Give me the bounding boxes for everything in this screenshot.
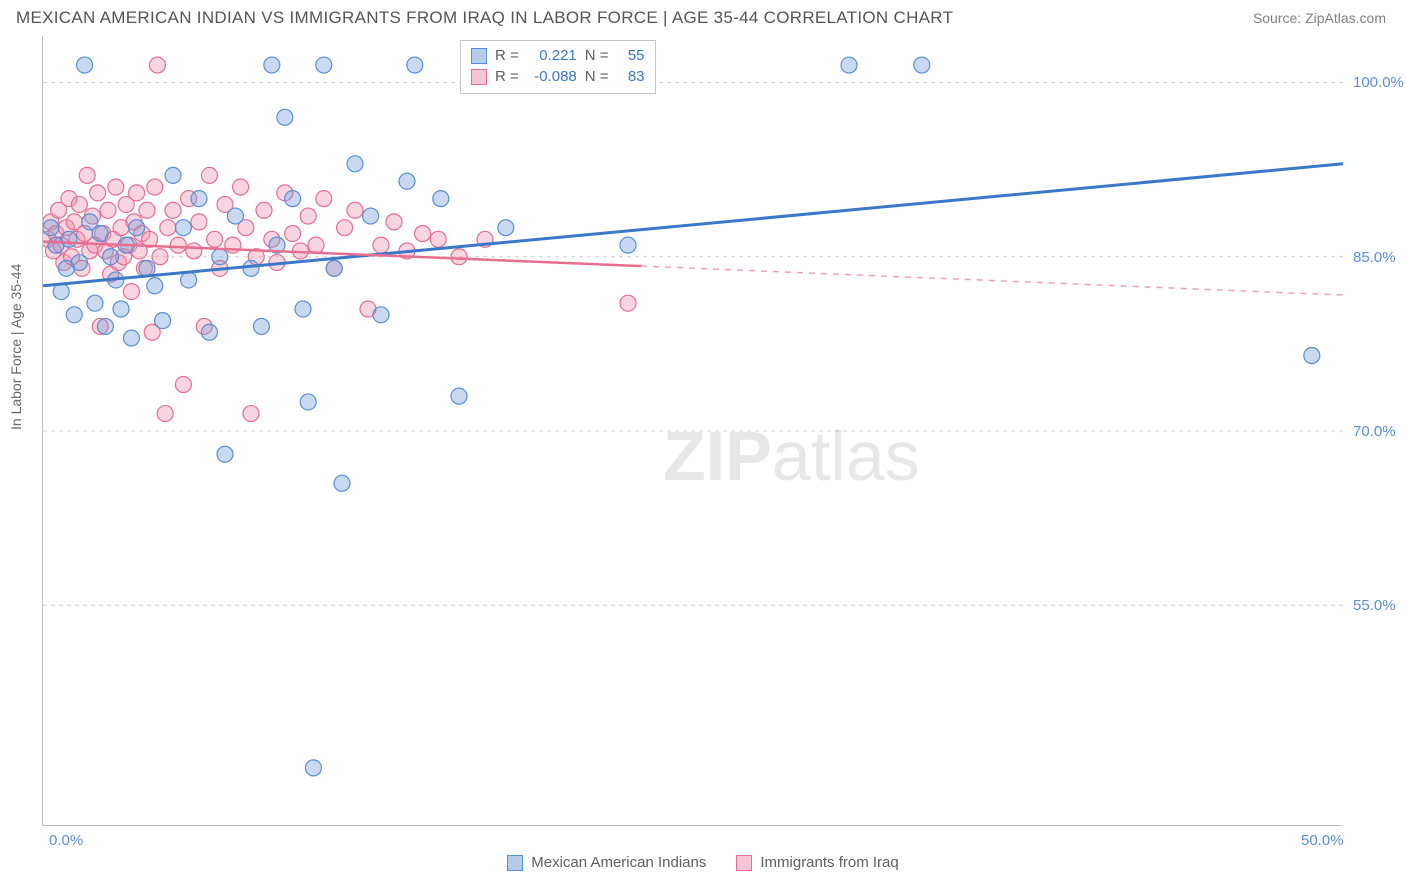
y-axis-label: In Labor Force | Age 35-44 (8, 264, 24, 430)
legend-item-pink: Immigrants from Iraq (736, 854, 898, 871)
swatch-pink-icon (471, 69, 487, 85)
r-value: 0.221 (527, 45, 577, 66)
r-label: R = (495, 66, 519, 87)
n-label: N = (585, 45, 609, 66)
legend-label: Immigrants from Iraq (760, 854, 898, 871)
chart-header: MEXICAN AMERICAN INDIAN VS IMMIGRANTS FR… (0, 0, 1406, 32)
x-tick-label: 50.0% (1301, 832, 1344, 849)
r-label: R = (495, 45, 519, 66)
legend-label: Mexican American Indians (531, 854, 706, 871)
n-value: 83 (617, 66, 645, 87)
y-tick-label: 55.0% (1353, 597, 1396, 614)
r-value: -0.088 (527, 66, 577, 87)
plot-area: ZIPatlas 55.0%70.0%85.0%100.0%0.0%50.0% (42, 36, 1342, 826)
swatch-pink-icon (736, 855, 752, 871)
chart-source: Source: ZipAtlas.com (1253, 10, 1386, 26)
y-tick-label: 70.0% (1353, 423, 1396, 440)
stats-row-pink: R = -0.088 N = 83 (471, 66, 645, 87)
swatch-blue-icon (507, 855, 523, 871)
n-value: 55 (617, 45, 645, 66)
legend-item-blue: Mexican American Indians (507, 854, 706, 871)
stats-box: R = 0.221 N = 55 R = -0.088 N = 83 (460, 40, 656, 94)
chart-title: MEXICAN AMERICAN INDIAN VS IMMIGRANTS FR… (16, 8, 953, 28)
scatter-svg (43, 36, 1343, 826)
swatch-blue-icon (471, 48, 487, 64)
stats-row-blue: R = 0.221 N = 55 (471, 45, 645, 66)
y-tick-label: 85.0% (1353, 249, 1396, 266)
n-label: N = (585, 66, 609, 87)
bottom-legend: Mexican American Indians Immigrants from… (0, 854, 1406, 871)
x-tick-label: 0.0% (49, 832, 83, 849)
y-tick-label: 100.0% (1353, 74, 1404, 91)
